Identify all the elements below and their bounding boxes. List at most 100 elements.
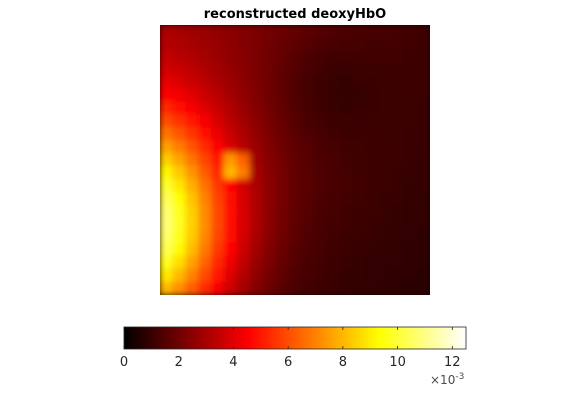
heatmap-cell (223, 63, 238, 77)
heatmap-cell (352, 25, 367, 39)
heatmap-cell (172, 243, 187, 257)
heatmap-cell (198, 204, 212, 219)
heatmap-cell (262, 255, 277, 270)
heatmap-cell (172, 101, 187, 116)
heatmap-cell (275, 50, 290, 65)
heatmap-cell (313, 37, 328, 52)
heatmap-cell (223, 191, 238, 206)
heatmap-cell (160, 140, 174, 155)
heatmap-cell (236, 50, 251, 65)
heatmap-cell (326, 37, 341, 52)
heatmap-cell (365, 114, 380, 129)
heatmap-cell (262, 281, 277, 295)
heatmap-cell (339, 140, 354, 155)
heatmap-cell (288, 178, 302, 193)
heatmap-cell (236, 281, 251, 295)
colorbar-multiplier: ×10-3 (430, 372, 464, 387)
heatmap-cell (210, 25, 225, 39)
heatmap-cell (365, 63, 380, 77)
heatmap-cell (275, 101, 290, 116)
heatmap-cell (210, 50, 225, 65)
heatmap-cell (365, 88, 380, 103)
heatmap-cell (313, 217, 328, 232)
heatmap-cell (172, 204, 187, 219)
heatmap-cell (403, 268, 418, 283)
heatmap-cell (262, 165, 277, 180)
heatmap-cell (326, 127, 341, 142)
heatmap-cell (300, 114, 315, 129)
heatmap-cell (352, 140, 367, 155)
heatmap-cell (352, 153, 367, 167)
heatmap-cell (236, 217, 251, 232)
heatmap-cell (313, 63, 328, 77)
heatmap-cell (249, 127, 264, 142)
heatmap-cell (262, 217, 277, 232)
heatmap-cell (288, 191, 302, 206)
heatmap-cell (378, 75, 392, 90)
heatmap-cell (236, 127, 251, 142)
heatmap-cell (185, 101, 200, 116)
heatmap-cell (275, 37, 290, 52)
heatmap-cell (275, 114, 290, 129)
heatmap-cell (300, 63, 315, 77)
heatmap-cell (160, 268, 174, 283)
heatmap-cell (198, 63, 212, 77)
heatmap-cell (160, 50, 174, 65)
heatmap-cell (313, 75, 328, 90)
heatmap-cell (288, 25, 302, 39)
heatmap-cell (160, 255, 174, 270)
heatmap-cell (223, 114, 238, 129)
heatmap-cell (275, 191, 290, 206)
heatmap-clip-group (160, 25, 430, 295)
heatmap-cell (236, 255, 251, 270)
heatmap-cell (210, 75, 225, 90)
heatmap-cell (275, 25, 290, 39)
heatmap-cell (390, 178, 405, 193)
heatmap-cell (313, 243, 328, 257)
heatmap-cell (365, 37, 380, 52)
heatmap-cell (313, 50, 328, 65)
heatmap-cell (236, 204, 251, 219)
heatmap-cell (352, 281, 367, 295)
heatmap-cell (300, 191, 315, 206)
heatmap-cell (390, 281, 405, 295)
heatmap-cell (313, 114, 328, 129)
heatmap-cell (300, 204, 315, 219)
heatmap-cell (416, 204, 430, 219)
colorbar-multiplier-base: ×10 (430, 373, 455, 387)
heatmap-cell (326, 25, 341, 39)
heatmap-cell (236, 230, 251, 245)
heatmap-cell (403, 165, 418, 180)
heatmap-cell (185, 153, 200, 167)
heatmap-cell (326, 191, 341, 206)
heatmap-cell (339, 178, 354, 193)
heatmap-cell (223, 101, 238, 116)
heatmap-cell (275, 281, 290, 295)
heatmap-cell (236, 178, 251, 193)
heatmap-cell (262, 204, 277, 219)
heatmap-cell (160, 217, 174, 232)
heatmap-cell (288, 268, 302, 283)
heatmap-cell (249, 63, 264, 77)
heatmap-cell (275, 165, 290, 180)
heatmap-cell (223, 217, 238, 232)
heatmap-cell (185, 37, 200, 52)
heatmap-cell (313, 140, 328, 155)
heatmap-cell (172, 281, 187, 295)
heatmap-cell (416, 243, 430, 257)
heatmap-cell (198, 88, 212, 103)
heatmap-cell (365, 178, 380, 193)
heatmap-cell (185, 75, 200, 90)
heatmap-cell (403, 217, 418, 232)
heatmap-cell (288, 114, 302, 129)
heatmap-cell (160, 243, 174, 257)
heatmap-cell (262, 153, 277, 167)
heatmap-cell (378, 101, 392, 116)
heatmap-cell (378, 255, 392, 270)
heatmap-cell (223, 268, 238, 283)
heatmap-cell (236, 63, 251, 77)
heatmap-cell (223, 165, 238, 180)
heatmap-cell (210, 127, 225, 142)
heatmap-cell (403, 63, 418, 77)
heatmap-cell (160, 178, 174, 193)
